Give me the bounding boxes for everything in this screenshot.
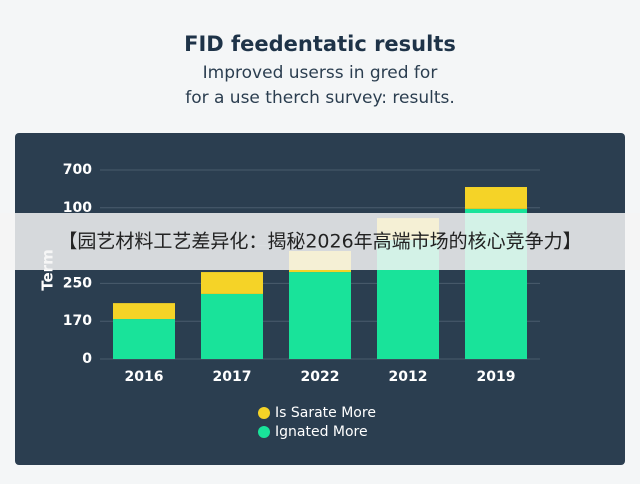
x-tick-label: 2022 — [301, 369, 340, 385]
x-tick-label: 2016 — [125, 369, 164, 385]
x-tick-label: 2019 — [477, 369, 516, 385]
legend-swatch — [258, 407, 270, 419]
y-tick-label: 170 — [63, 313, 92, 329]
y-tick-label: 250 — [63, 275, 92, 291]
chart-title: FID feedentatic results — [184, 32, 456, 56]
y-tick-label: 700 — [63, 162, 92, 178]
subtitle: Improved userss in gred for — [203, 63, 438, 83]
banner-bg — [0, 213, 640, 270]
subtitle: for a use therch survey: results. — [185, 88, 455, 108]
y-tick-label: 0 — [82, 351, 92, 367]
x-tick-label: 2017 — [213, 369, 252, 385]
bar — [201, 272, 263, 294]
legend-swatch — [258, 426, 270, 438]
bar — [113, 303, 175, 320]
bar — [289, 272, 351, 359]
legend-label: Is Sarate More — [275, 405, 376, 421]
bar — [113, 319, 175, 359]
y-tick-label: 100 — [63, 200, 92, 216]
bar — [201, 293, 263, 359]
legend-label: Ignated More — [275, 424, 368, 440]
bar — [465, 187, 527, 209]
banner-text: 【园艺材料工艺差异化：揭秘2026年高端市场的核心竞争力】 — [58, 231, 581, 253]
x-tick-label: 2012 — [389, 369, 428, 385]
